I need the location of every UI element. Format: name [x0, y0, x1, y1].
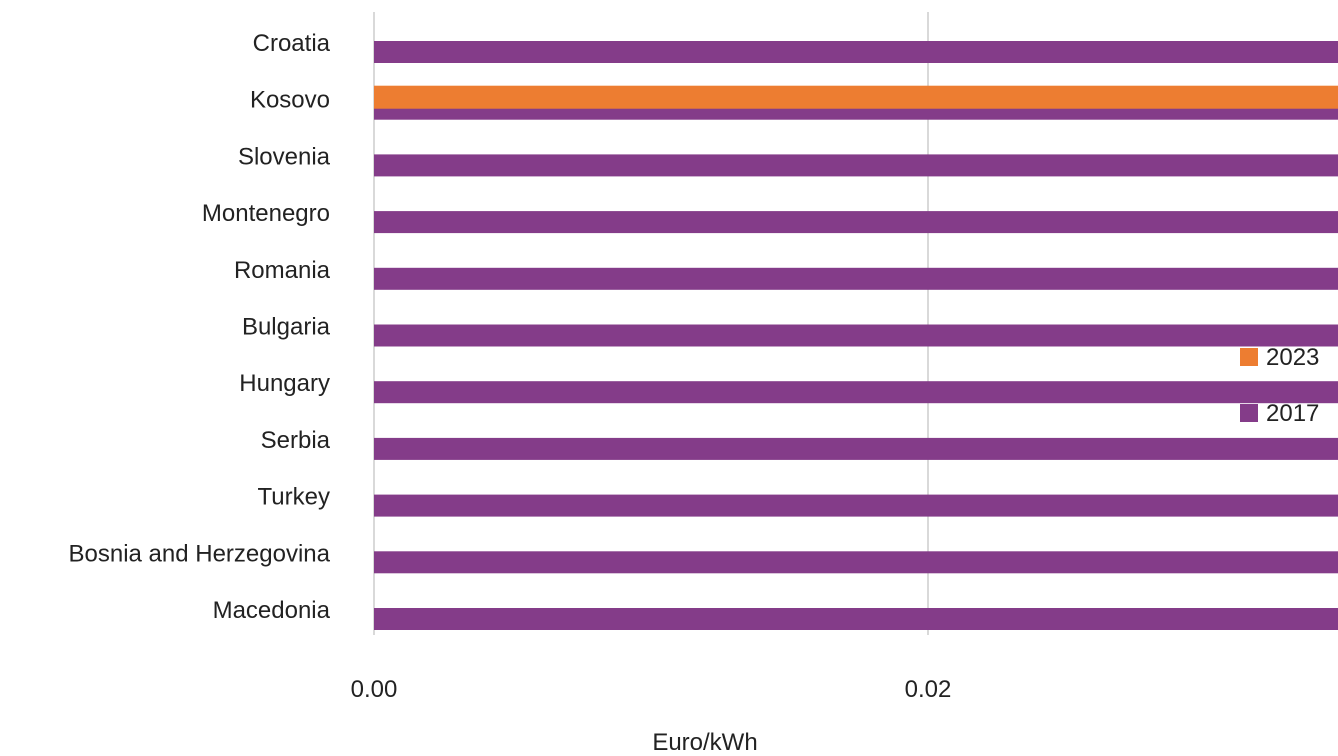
bar-2017 [374, 154, 1338, 177]
category-label: Bulgaria [242, 314, 331, 341]
legend: 2023 2017 [1240, 344, 1319, 427]
bar-2017 [374, 608, 1338, 630]
category-label: Turkey [258, 484, 330, 511]
category-label: Slovenia [238, 143, 331, 170]
bar-2017 [374, 324, 1338, 347]
category-label: Croatia [253, 30, 331, 57]
bars [374, 41, 1338, 630]
legend-swatch [1240, 404, 1258, 422]
legend-swatch [1240, 348, 1258, 366]
category-labels: Croatia Kosovo Slovenia Montenegro Romania Bu… [68, 30, 330, 624]
bar-2017 [374, 41, 1338, 63]
bar-2023 [374, 85, 1338, 109]
category-label: Bosnia and Herzegovina [68, 540, 330, 567]
bar-2017 [374, 381, 1338, 404]
x-tick-label: 0.02 [905, 676, 952, 703]
bar-2017 [374, 267, 1338, 290]
bar-2017 [374, 494, 1338, 517]
bar-2017 [374, 211, 1338, 234]
category-label: Macedonia [213, 597, 331, 624]
category-label: Serbia [261, 427, 331, 454]
x-tick-labels: 0.000.020.040.060.080.100.120.14 [351, 676, 952, 703]
bar-2017 [374, 437, 1338, 460]
category-label: Romania [234, 257, 331, 284]
x-axis-label: Euro/kWh [652, 729, 757, 756]
category-label: Kosovo [250, 87, 330, 114]
x-tick-label: 0.00 [351, 676, 398, 703]
legend-label: 2023 [1266, 344, 1319, 371]
bar-2017 [374, 551, 1338, 574]
category-label: Montenegro [202, 200, 330, 227]
legend-label: 2017 [1266, 400, 1319, 427]
category-label: Hungary [239, 370, 330, 397]
